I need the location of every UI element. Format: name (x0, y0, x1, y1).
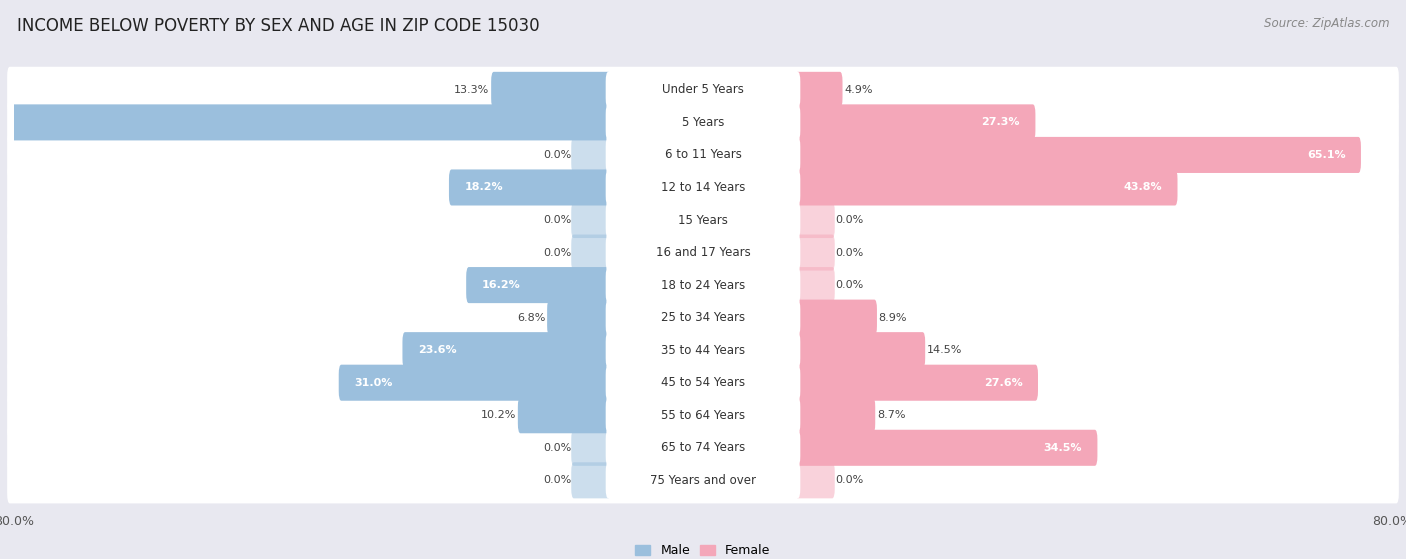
FancyBboxPatch shape (571, 462, 610, 499)
FancyBboxPatch shape (796, 300, 877, 335)
FancyBboxPatch shape (796, 105, 1035, 140)
FancyBboxPatch shape (7, 327, 1399, 373)
FancyBboxPatch shape (606, 202, 800, 238)
FancyBboxPatch shape (606, 235, 800, 271)
Text: 0.0%: 0.0% (543, 215, 571, 225)
FancyBboxPatch shape (606, 137, 800, 173)
Text: Source: ZipAtlas.com: Source: ZipAtlas.com (1264, 17, 1389, 30)
FancyBboxPatch shape (796, 267, 835, 303)
Text: 16 and 17 Years: 16 and 17 Years (655, 246, 751, 259)
FancyBboxPatch shape (467, 267, 610, 303)
FancyBboxPatch shape (606, 72, 800, 108)
FancyBboxPatch shape (796, 72, 842, 108)
FancyBboxPatch shape (7, 425, 1399, 471)
Text: 5 Years: 5 Years (682, 116, 724, 129)
Text: 18 to 24 Years: 18 to 24 Years (661, 278, 745, 292)
Text: 45 to 54 Years: 45 to 54 Years (661, 376, 745, 389)
Text: 65 to 74 Years: 65 to 74 Years (661, 441, 745, 454)
Text: INCOME BELOW POVERTY BY SEX AND AGE IN ZIP CODE 15030: INCOME BELOW POVERTY BY SEX AND AGE IN Z… (17, 17, 540, 35)
FancyBboxPatch shape (796, 397, 875, 433)
FancyBboxPatch shape (7, 295, 1399, 341)
FancyBboxPatch shape (796, 462, 835, 499)
FancyBboxPatch shape (491, 72, 610, 108)
Text: 14.5%: 14.5% (927, 345, 962, 355)
Text: 0.0%: 0.0% (835, 215, 863, 225)
Text: 43.8%: 43.8% (1123, 182, 1161, 192)
FancyBboxPatch shape (571, 137, 610, 173)
Text: 0.0%: 0.0% (543, 475, 571, 485)
FancyBboxPatch shape (449, 169, 610, 206)
Text: 0.0%: 0.0% (835, 248, 863, 258)
FancyBboxPatch shape (606, 169, 800, 206)
Text: 8.9%: 8.9% (879, 312, 907, 323)
FancyBboxPatch shape (796, 332, 925, 368)
Text: 0.0%: 0.0% (543, 150, 571, 160)
Text: Under 5 Years: Under 5 Years (662, 83, 744, 96)
FancyBboxPatch shape (547, 300, 610, 335)
FancyBboxPatch shape (571, 430, 610, 466)
Text: 35 to 44 Years: 35 to 44 Years (661, 344, 745, 357)
FancyBboxPatch shape (0, 105, 610, 140)
FancyBboxPatch shape (606, 105, 800, 140)
FancyBboxPatch shape (7, 359, 1399, 406)
FancyBboxPatch shape (606, 397, 800, 433)
FancyBboxPatch shape (7, 229, 1399, 276)
FancyBboxPatch shape (606, 267, 800, 303)
Text: 27.6%: 27.6% (984, 378, 1022, 388)
Text: 18.2%: 18.2% (464, 182, 503, 192)
FancyBboxPatch shape (571, 202, 610, 238)
FancyBboxPatch shape (796, 202, 835, 238)
Text: 34.5%: 34.5% (1043, 443, 1083, 453)
FancyBboxPatch shape (7, 197, 1399, 243)
FancyBboxPatch shape (606, 364, 800, 401)
FancyBboxPatch shape (7, 132, 1399, 178)
Text: 4.9%: 4.9% (844, 85, 873, 95)
FancyBboxPatch shape (606, 462, 800, 499)
FancyBboxPatch shape (7, 262, 1399, 308)
Text: 31.0%: 31.0% (354, 378, 392, 388)
Text: 0.0%: 0.0% (835, 280, 863, 290)
Text: 23.6%: 23.6% (418, 345, 457, 355)
FancyBboxPatch shape (796, 430, 1098, 466)
Text: 27.3%: 27.3% (981, 117, 1019, 127)
FancyBboxPatch shape (7, 457, 1399, 504)
FancyBboxPatch shape (796, 169, 1177, 206)
Text: 0.0%: 0.0% (543, 248, 571, 258)
Text: 13.3%: 13.3% (454, 85, 489, 95)
FancyBboxPatch shape (796, 235, 835, 271)
FancyBboxPatch shape (606, 332, 800, 368)
FancyBboxPatch shape (7, 100, 1399, 145)
Text: 16.2%: 16.2% (482, 280, 520, 290)
Text: 15 Years: 15 Years (678, 214, 728, 226)
Legend: Male, Female: Male, Female (630, 539, 776, 559)
FancyBboxPatch shape (796, 137, 1361, 173)
FancyBboxPatch shape (7, 164, 1399, 211)
Text: 12 to 14 Years: 12 to 14 Years (661, 181, 745, 194)
FancyBboxPatch shape (517, 397, 610, 433)
FancyBboxPatch shape (796, 364, 1038, 401)
Text: 65.1%: 65.1% (1306, 150, 1346, 160)
Text: 0.0%: 0.0% (835, 475, 863, 485)
FancyBboxPatch shape (339, 364, 610, 401)
Text: 6.8%: 6.8% (517, 312, 546, 323)
FancyBboxPatch shape (402, 332, 610, 368)
Text: 10.2%: 10.2% (481, 410, 516, 420)
FancyBboxPatch shape (606, 430, 800, 466)
Text: 6 to 11 Years: 6 to 11 Years (665, 149, 741, 162)
Text: 0.0%: 0.0% (543, 443, 571, 453)
Text: 55 to 64 Years: 55 to 64 Years (661, 409, 745, 421)
FancyBboxPatch shape (7, 392, 1399, 438)
Text: 75 Years and over: 75 Years and over (650, 474, 756, 487)
Text: 8.7%: 8.7% (877, 410, 905, 420)
FancyBboxPatch shape (606, 300, 800, 335)
FancyBboxPatch shape (7, 67, 1399, 113)
Text: 25 to 34 Years: 25 to 34 Years (661, 311, 745, 324)
FancyBboxPatch shape (571, 235, 610, 271)
